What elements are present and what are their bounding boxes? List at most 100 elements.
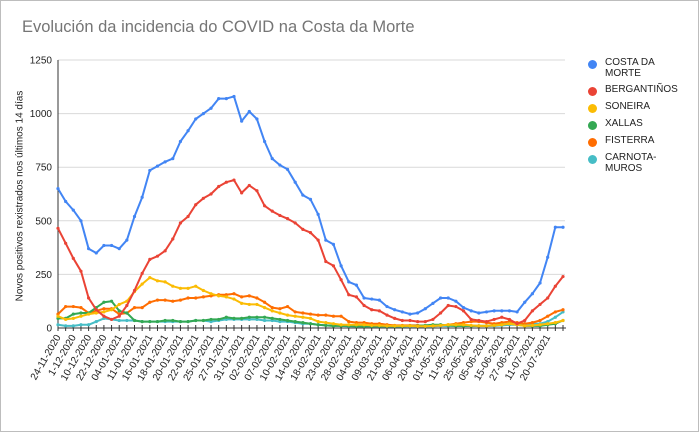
data-point [285, 304, 290, 309]
data-point [201, 196, 205, 200]
data-point [94, 251, 98, 255]
data-point [87, 312, 91, 316]
data-point [247, 294, 251, 298]
data-point [431, 301, 435, 305]
data-point [148, 319, 152, 324]
data-point [423, 324, 427, 328]
data-point [79, 323, 83, 327]
data-point [247, 183, 251, 188]
data-point [400, 318, 404, 323]
data-point [530, 321, 534, 325]
data-point [561, 308, 565, 312]
data-point [446, 303, 450, 308]
data-point [561, 225, 565, 229]
data-point [408, 324, 412, 328]
data-point [316, 238, 320, 242]
data-point [262, 204, 267, 208]
data-point [71, 312, 75, 316]
data-point [507, 309, 512, 313]
data-point [553, 310, 557, 314]
data-point [232, 292, 236, 296]
data-point [484, 310, 489, 314]
data-point [71, 256, 75, 260]
data-point [500, 309, 504, 313]
data-point [293, 310, 297, 314]
data-point [400, 310, 404, 314]
data-point [507, 317, 512, 322]
data-point [217, 317, 221, 322]
data-point [446, 296, 450, 300]
data-point [102, 314, 106, 318]
data-point [194, 117, 198, 121]
data-point [140, 195, 144, 199]
data-point [301, 227, 305, 231]
data-point [148, 300, 152, 304]
data-point [308, 197, 313, 201]
data-point [171, 318, 175, 323]
data-point [270, 306, 274, 310]
data-point [178, 221, 183, 225]
data-point [140, 271, 144, 275]
data-point [64, 317, 68, 322]
data-point [163, 280, 167, 284]
data-point [385, 304, 389, 309]
data-point [316, 313, 320, 317]
y-tick-label: 1000 [30, 109, 53, 120]
data-point [362, 296, 366, 300]
data-point [347, 319, 351, 324]
data-point [278, 213, 282, 218]
data-point [217, 294, 221, 298]
legend-marker-icon [588, 155, 597, 164]
data-point [240, 316, 244, 320]
data-point [354, 323, 359, 327]
data-point [515, 322, 519, 326]
data-point [178, 298, 183, 302]
legend-marker-icon [588, 121, 597, 130]
data-point [347, 293, 351, 297]
data-point [293, 319, 297, 324]
data-point [431, 324, 435, 328]
data-point [232, 178, 236, 182]
data-point [224, 295, 228, 299]
legend-item: CARNOTA- MUROS [588, 152, 698, 174]
data-point [339, 314, 343, 318]
data-point [301, 321, 305, 325]
data-point [454, 323, 458, 327]
data-point [546, 322, 550, 326]
data-point [201, 112, 205, 116]
data-point [347, 323, 351, 327]
data-point [224, 180, 228, 184]
data-point [186, 319, 190, 324]
data-point [117, 318, 121, 323]
y-tick-label: 0 [46, 324, 52, 335]
data-point [500, 323, 504, 327]
data-point [553, 284, 557, 288]
data-point [308, 322, 313, 326]
data-point [240, 191, 244, 195]
data-point [477, 324, 481, 328]
data-point [377, 323, 381, 328]
data-point [186, 129, 190, 133]
data-point [71, 208, 75, 212]
data-point [393, 316, 397, 320]
data-point [385, 324, 389, 328]
data-point [102, 307, 106, 311]
data-point [377, 298, 381, 302]
data-point [324, 238, 328, 242]
legend-marker-icon [588, 138, 597, 147]
data-point [64, 304, 68, 309]
data-point [301, 315, 305, 319]
data-point [492, 317, 496, 322]
data-point [178, 286, 183, 290]
data-point [155, 298, 160, 302]
data-point [94, 311, 98, 315]
data-point [178, 139, 183, 144]
data-point [331, 314, 336, 318]
data-point [308, 230, 313, 235]
data-point [553, 321, 557, 325]
data-point [255, 302, 259, 307]
data-point [285, 167, 290, 171]
data-point [270, 309, 274, 313]
legend-item: SONEIRA [588, 101, 698, 113]
